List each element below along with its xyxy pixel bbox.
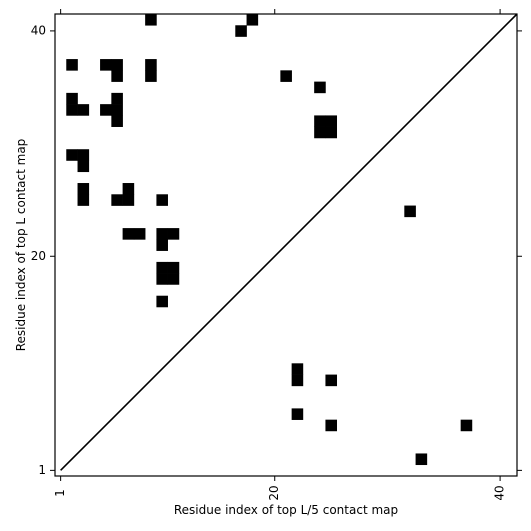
- top-l-contact-cell: [111, 104, 123, 116]
- axis-ticks: 1 20 40 1 20 40: [31, 9, 522, 501]
- top-l-contact-cell: [280, 70, 292, 82]
- top-l-contact-cell: [66, 104, 78, 116]
- top-l-contact-cell: [66, 59, 78, 71]
- top-l5-contact-cell: [291, 408, 304, 420]
- top-l-contact-cell: [314, 81, 326, 94]
- y-tick-label: 40: [31, 23, 46, 37]
- top-l-contact-cell: [156, 273, 168, 285]
- contact-cells: [66, 14, 473, 466]
- top-l-contact-cell: [77, 104, 90, 116]
- top-l-contact-cell: [156, 228, 168, 240]
- top-l-contact-cell: [100, 104, 112, 116]
- top-l-contact-cell: [156, 194, 168, 206]
- top-l-contact-cell: [314, 126, 326, 139]
- top-l-contact-cell: [404, 205, 416, 218]
- top-l-contact-cell: [66, 149, 78, 161]
- top-l-contact-cell: [122, 194, 135, 206]
- top-l5-contact-cell: [325, 374, 338, 387]
- top-l-contact-cell: [246, 14, 259, 26]
- top-l-contact-cell: [145, 59, 157, 71]
- top-l-contact-cell: [235, 25, 247, 37]
- x-axis-title: Residue index of top L/5 contact map: [174, 503, 398, 517]
- y-axis-title: Residue index of top L contact map: [14, 139, 28, 352]
- top-l-contact-cell: [111, 115, 123, 127]
- y-tick-label: 1: [38, 463, 46, 477]
- top-l-contact-cell: [100, 59, 112, 71]
- diagonal-line: [60, 13, 518, 471]
- top-l-contact-cell: [77, 183, 90, 195]
- x-tick-label: 40: [493, 485, 507, 500]
- top-l-contact-cell: [133, 228, 146, 240]
- top-l-contact-cell: [122, 228, 135, 240]
- top-l-contact-cell: [325, 115, 338, 127]
- top-l5-contact-cell: [415, 453, 428, 466]
- top-l-contact-cell: [111, 92, 123, 105]
- top-l5-contact-cell: [291, 374, 304, 387]
- top-l-contact-cell: [66, 92, 78, 105]
- top-l-contact-cell: [156, 239, 168, 251]
- top-l-contact-cell: [156, 295, 168, 308]
- top-l-contact-cell: [77, 194, 90, 206]
- top-l-contact-cell: [167, 273, 180, 285]
- y-tick-label: 20: [31, 249, 46, 263]
- top-l-contact-cell: [167, 228, 180, 240]
- top-l5-contact-cell: [460, 419, 473, 432]
- top-l-contact-cell: [167, 261, 180, 274]
- top-l-contact-cell: [325, 126, 338, 139]
- top-l-contact-cell: [111, 194, 123, 206]
- top-l-contact-cell: [122, 183, 135, 195]
- top-l-contact-cell: [111, 70, 123, 82]
- top-l-contact-cell: [77, 160, 90, 173]
- top-l-contact-cell: [77, 149, 90, 161]
- x-tick-label: 1: [53, 489, 67, 497]
- x-tick-label: 20: [267, 485, 281, 500]
- top-l-contact-cell: [145, 70, 157, 82]
- plot-frame: [54, 13, 518, 477]
- top-l-contact-cell: [145, 14, 157, 26]
- top-l5-contact-cell: [325, 419, 338, 432]
- top-l-contact-cell: [111, 59, 123, 71]
- top-l5-contact-cell: [291, 363, 304, 375]
- top-l-contact-cell: [314, 115, 326, 127]
- top-l-contact-cell: [156, 261, 168, 274]
